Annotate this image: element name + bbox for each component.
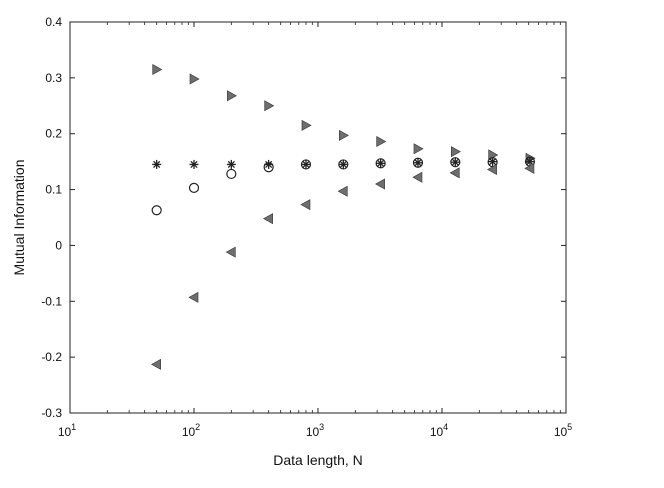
marker-circle xyxy=(375,158,386,169)
y-tick-label: 0.2 xyxy=(45,127,62,141)
marker-asterisk xyxy=(488,157,498,167)
x-tick-label: 101 xyxy=(58,422,76,439)
marker-circle xyxy=(151,205,162,216)
marker-asterisk xyxy=(264,159,274,169)
marker-triangle-right xyxy=(189,73,200,85)
marker-triangle-right xyxy=(301,119,312,131)
x-tick-label: 105 xyxy=(554,422,572,439)
marker-triangle-left xyxy=(263,213,273,225)
marker-triangle-right xyxy=(152,63,163,75)
x-tick-label: 103 xyxy=(306,422,324,439)
marker-asterisk xyxy=(450,157,460,167)
marker-triangle-left xyxy=(524,162,535,174)
x-axis-ticks: 101 102 103 104 105 xyxy=(58,22,572,439)
marker-asterisk xyxy=(301,159,311,169)
marker-circle xyxy=(188,182,200,193)
marker-triangle-left xyxy=(300,199,311,211)
marker-circle xyxy=(450,157,461,168)
marker-asterisk xyxy=(338,159,348,169)
marker-triangle-right xyxy=(227,90,237,102)
marker-triangle-right xyxy=(264,100,275,112)
data-markers xyxy=(151,63,536,370)
y-tick-label: -0.2 xyxy=(41,350,62,364)
marker-asterisk xyxy=(226,159,236,169)
marker-triangle-left xyxy=(225,246,236,258)
y-axis-ticks: -0.3 -0.2 -0.1 0 0.1 0.2 0.3 0.4 xyxy=(41,15,566,420)
marker-triangle-left xyxy=(449,167,460,179)
y-tick-label: 0.3 xyxy=(45,71,62,85)
y-tick-label: 0.1 xyxy=(45,183,62,197)
marker-asterisk xyxy=(525,157,535,167)
marker-asterisk xyxy=(376,158,386,168)
marker-triangle-left xyxy=(151,358,161,370)
marker-triangle-left xyxy=(487,163,497,175)
x-tick-label: 102 xyxy=(182,422,200,439)
marker-asterisk xyxy=(152,159,162,169)
x-axis-label: Data length, N xyxy=(273,452,363,468)
marker-triangle-right xyxy=(376,136,387,148)
marker-triangle-left xyxy=(375,178,385,190)
y-axis-label: Mutual Information xyxy=(11,160,27,276)
y-tick-label: 0 xyxy=(55,238,62,252)
marker-circle xyxy=(226,168,237,180)
x-tick-label: 104 xyxy=(430,422,448,439)
marker-circle xyxy=(338,159,349,170)
marker-circle xyxy=(263,162,274,173)
y-tick-label: -0.3 xyxy=(41,406,62,420)
marker-triangle-right xyxy=(413,143,424,155)
marker-triangle-left xyxy=(188,291,199,303)
marker-triangle-right xyxy=(339,129,349,141)
y-tick-label: 0.4 xyxy=(45,15,62,29)
plot-area xyxy=(69,21,567,414)
marker-triangle-right xyxy=(450,146,461,158)
marker-asterisk xyxy=(189,159,199,169)
marker-circle xyxy=(412,157,424,168)
marker-circle xyxy=(300,159,312,170)
marker-asterisk xyxy=(413,158,423,168)
y-tick-label: -0.1 xyxy=(41,294,62,308)
marker-triangle-left xyxy=(337,185,348,197)
marker-triangle-left xyxy=(412,171,423,183)
